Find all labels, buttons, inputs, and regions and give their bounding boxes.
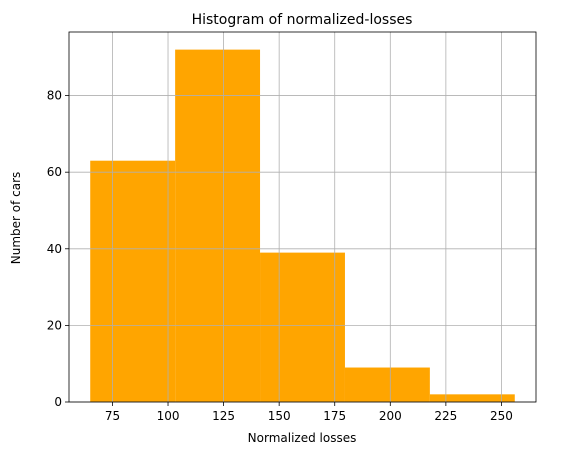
histogram-bar-5	[429, 394, 515, 402]
x-tick-label-7: 225	[434, 409, 457, 423]
histogram-bar-1	[90, 160, 176, 402]
histogram-bar-4	[344, 367, 430, 402]
bars-layer	[90, 49, 515, 402]
chart-title: Histogram of normalized-losses	[192, 12, 413, 28]
x-tick-label-5: 175	[323, 409, 346, 423]
y-tick-label-4: 60	[47, 165, 62, 179]
x-tick-label-4: 150	[268, 409, 291, 423]
x-tick-label-1: 75	[105, 409, 120, 423]
x-tick-label-2: 100	[157, 409, 180, 423]
y-axis-label: Number of cars	[9, 172, 23, 265]
histogram-bar-2	[175, 49, 261, 402]
x-tick-label-8: 250	[490, 409, 513, 423]
axes-layer	[68, 31, 537, 403]
histogram-bar-3	[260, 252, 345, 402]
plot-frame	[68, 31, 537, 403]
x-axis-label: Normalized losses	[248, 431, 357, 445]
grid-layer	[69, 32, 536, 403]
y-tick-label-5: 80	[47, 89, 62, 103]
ticks-layer: 75 100 125 150 175 200 225 250 0 20 40 60 80	[47, 89, 513, 423]
y-tick-label-3: 40	[47, 242, 62, 256]
y-tick-label-1: 0	[54, 395, 62, 409]
y-tick-label-2: 20	[47, 318, 62, 332]
x-tick-label-3: 125	[212, 409, 235, 423]
x-tick-label-6: 200	[379, 409, 402, 423]
